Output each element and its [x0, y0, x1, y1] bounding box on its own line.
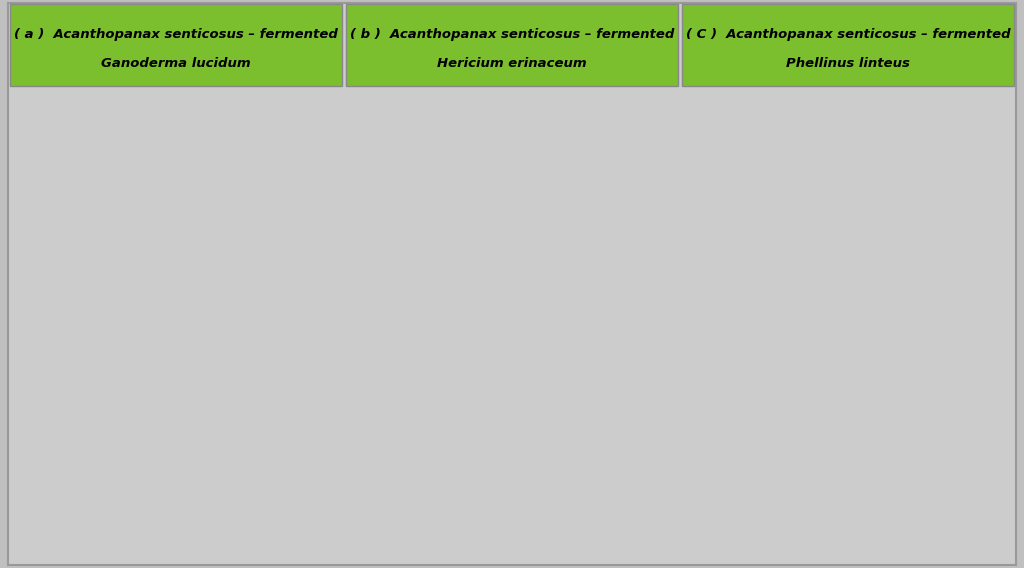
Text: ( b )  Acanthopanax senticosus – fermented: ( b ) Acanthopanax senticosus – fermente…	[350, 28, 674, 41]
Text: ( C )  Acanthopanax senticosus – fermented: ( C ) Acanthopanax senticosus – fermente…	[685, 28, 1011, 41]
Text: Ganoderma lucidum: Ganoderma lucidum	[101, 57, 251, 70]
Text: ( a )  Acanthopanax senticosus – fermented: ( a ) Acanthopanax senticosus – fermente…	[14, 28, 338, 41]
Text: Hericium erinaceum: Hericium erinaceum	[437, 57, 587, 70]
Text: Phellinus linteus: Phellinus linteus	[786, 57, 909, 70]
